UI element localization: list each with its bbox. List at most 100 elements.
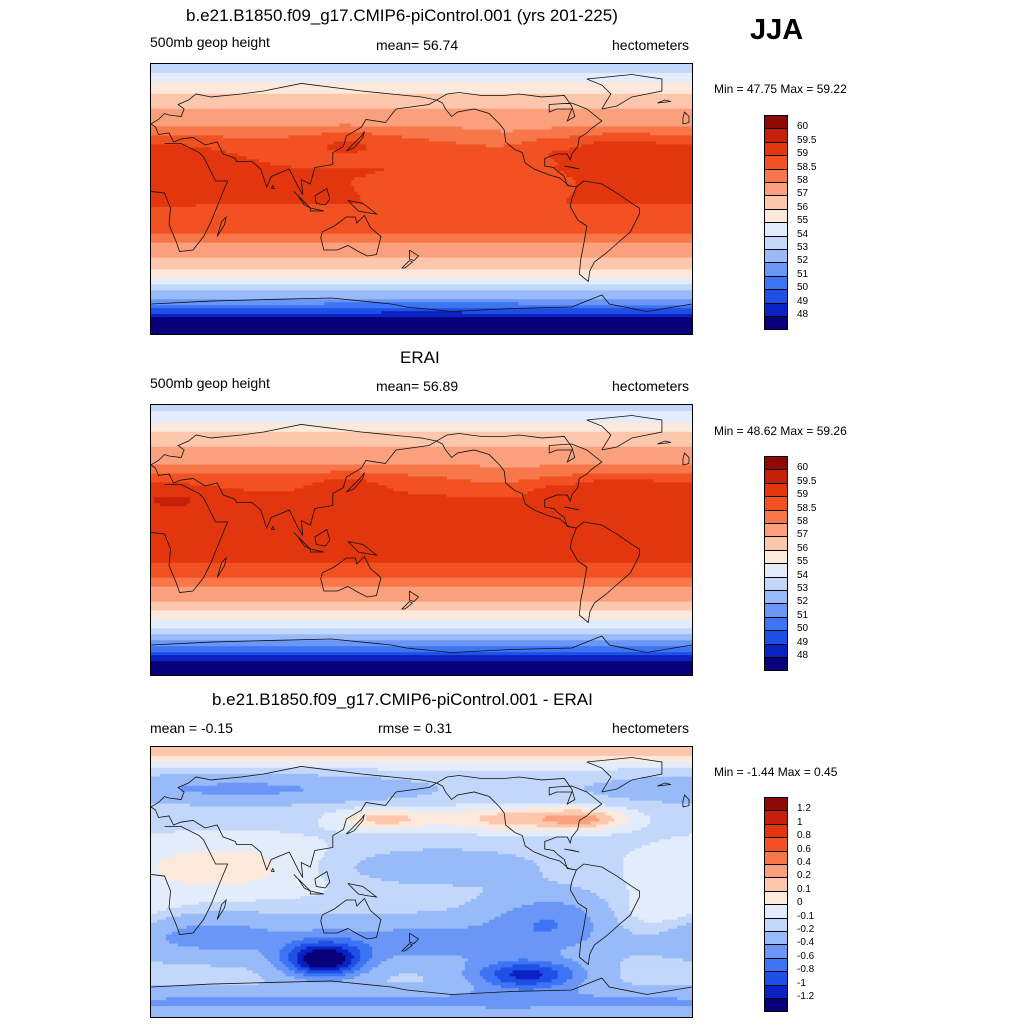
colorbar-label: 59 <box>797 148 809 160</box>
colorbar-swatch <box>764 657 788 672</box>
panel-title: b.e21.B1850.f09_g17.CMIP6-piControl.001 … <box>186 6 618 25</box>
colorbar-swatch <box>764 563 788 578</box>
panel-center-label: mean= 56.89 <box>376 378 459 394</box>
colorbar-swatch <box>764 536 788 551</box>
contour-field <box>151 747 692 1017</box>
colorbar-label: 49 <box>797 636 809 648</box>
colorbar-swatch <box>764 576 788 591</box>
colorbar-swatch <box>764 630 788 645</box>
colorbar-swatch <box>764 590 788 605</box>
colorbar-label: 50 <box>797 282 809 294</box>
colorbar-swatch <box>764 208 788 224</box>
contour-map <box>150 746 693 1018</box>
colorbar-swatch <box>764 971 788 986</box>
colorbar-swatch <box>764 222 788 237</box>
colorbar-swatch <box>764 616 788 632</box>
contour-field <box>151 64 692 334</box>
colorbar-swatch <box>764 456 788 471</box>
colorbar-label: -0.8 <box>797 964 815 976</box>
colorbar-label: 52 <box>797 255 809 267</box>
colorbar-swatch <box>764 128 788 143</box>
colorbar-label: 48 <box>797 309 809 320</box>
colorbar-label: 52 <box>797 596 809 608</box>
colorbar-swatch <box>764 944 788 959</box>
colorbar-swatch <box>764 302 788 317</box>
panel-left-label: 500mb geop height <box>150 34 270 50</box>
colorbar-swatch <box>764 235 788 250</box>
colorbar-label: 0.6 <box>797 843 811 855</box>
colorbar-label: -1.2 <box>797 991 815 1002</box>
colorbar-label: -1 <box>797 977 806 989</box>
colorbar-label: 57 <box>797 188 809 200</box>
colorbar-label: 1.2 <box>797 803 811 815</box>
colorbar-label: -0.4 <box>797 937 815 949</box>
colorbar-label: 55 <box>797 215 809 227</box>
panel-title: ERAI <box>400 348 440 367</box>
colorbar-label: 59.5 <box>797 475 817 487</box>
colorbar-swatch <box>764 523 788 538</box>
colorbar-swatch <box>764 797 788 812</box>
colorbar-label: 0.4 <box>797 857 811 868</box>
colorbar-label: 53 <box>797 583 809 594</box>
colorbar-swatch <box>764 509 788 524</box>
contour-map <box>150 404 693 676</box>
panel-right-label: hectometers <box>612 378 690 394</box>
colorbar-swatch <box>764 195 788 210</box>
colorbar-swatch <box>764 141 788 157</box>
colorbar-label: 58.5 <box>797 161 817 173</box>
colorbar-label: 51 <box>797 268 809 280</box>
colorbar-swatch <box>764 931 788 946</box>
colorbar-swatch <box>764 957 788 973</box>
filled-contours <box>151 747 692 1017</box>
panel-left-label: mean = -0.15 <box>150 720 233 736</box>
colorbar-swatch <box>764 115 788 130</box>
colorbar-swatch <box>764 864 788 879</box>
colorbar-label: 59 <box>797 489 809 501</box>
colorbar-label: -0.6 <box>797 950 815 962</box>
colorbar-swatch <box>764 155 788 170</box>
panel-left-label: 500mb geop height <box>150 375 270 391</box>
colorbar-swatch <box>764 549 788 565</box>
colorbar-label: -0.2 <box>797 924 815 935</box>
colorbar-label: 60 <box>797 462 809 474</box>
colorbar-swatch <box>764 917 788 932</box>
colorbar-swatch <box>764 275 788 291</box>
colorbar-label: 58.5 <box>797 502 817 514</box>
panel-title: b.e21.B1850.f09_g17.CMIP6-piControl.001 … <box>212 690 593 709</box>
colorbar-label: 56 <box>797 201 809 213</box>
colorbar-swatch <box>764 182 788 197</box>
colorbar-label: 56 <box>797 542 809 554</box>
colorbar-swatch <box>764 168 788 183</box>
colorbar-swatch <box>764 496 788 511</box>
colorbar-swatch <box>764 316 788 331</box>
min-max-label: Min = 48.62 Max = 59.26 <box>714 424 847 438</box>
colorbar-swatch <box>764 904 788 919</box>
colorbar-swatch <box>764 998 788 1013</box>
filled-contours <box>151 64 692 334</box>
colorbar-label: 49 <box>797 295 809 307</box>
season-label: JJA <box>750 14 804 46</box>
colorbar-label: 51 <box>797 609 809 621</box>
colorbar-swatch <box>764 249 788 264</box>
colorbar-swatch <box>764 643 788 658</box>
min-max-label: Min = 47.75 Max = 59.22 <box>714 82 847 96</box>
colorbar-label: 50 <box>797 623 809 635</box>
colorbar-label: 0.8 <box>797 830 811 842</box>
colorbar-swatch <box>764 850 788 865</box>
colorbar-label: 53 <box>797 242 809 253</box>
colorbar-label: 58 <box>797 175 809 186</box>
panel-center-label: mean= 56.74 <box>376 37 459 53</box>
colorbar-swatch <box>764 837 788 852</box>
coastlines <box>151 415 692 653</box>
colorbar-label: 0.2 <box>797 870 811 882</box>
colorbar-swatch <box>764 823 788 839</box>
colorbar-swatch <box>764 984 788 999</box>
contour-field <box>151 405 692 675</box>
colorbar-swatch <box>764 262 788 277</box>
colorbar-label: 0 <box>797 897 803 909</box>
colorbar-label: -0.1 <box>797 910 815 922</box>
colorbar-swatch <box>764 469 788 484</box>
panel-right-label: hectometers <box>612 720 690 736</box>
colorbar-label: 48 <box>797 650 809 661</box>
colorbar-label: 60 <box>797 121 809 133</box>
